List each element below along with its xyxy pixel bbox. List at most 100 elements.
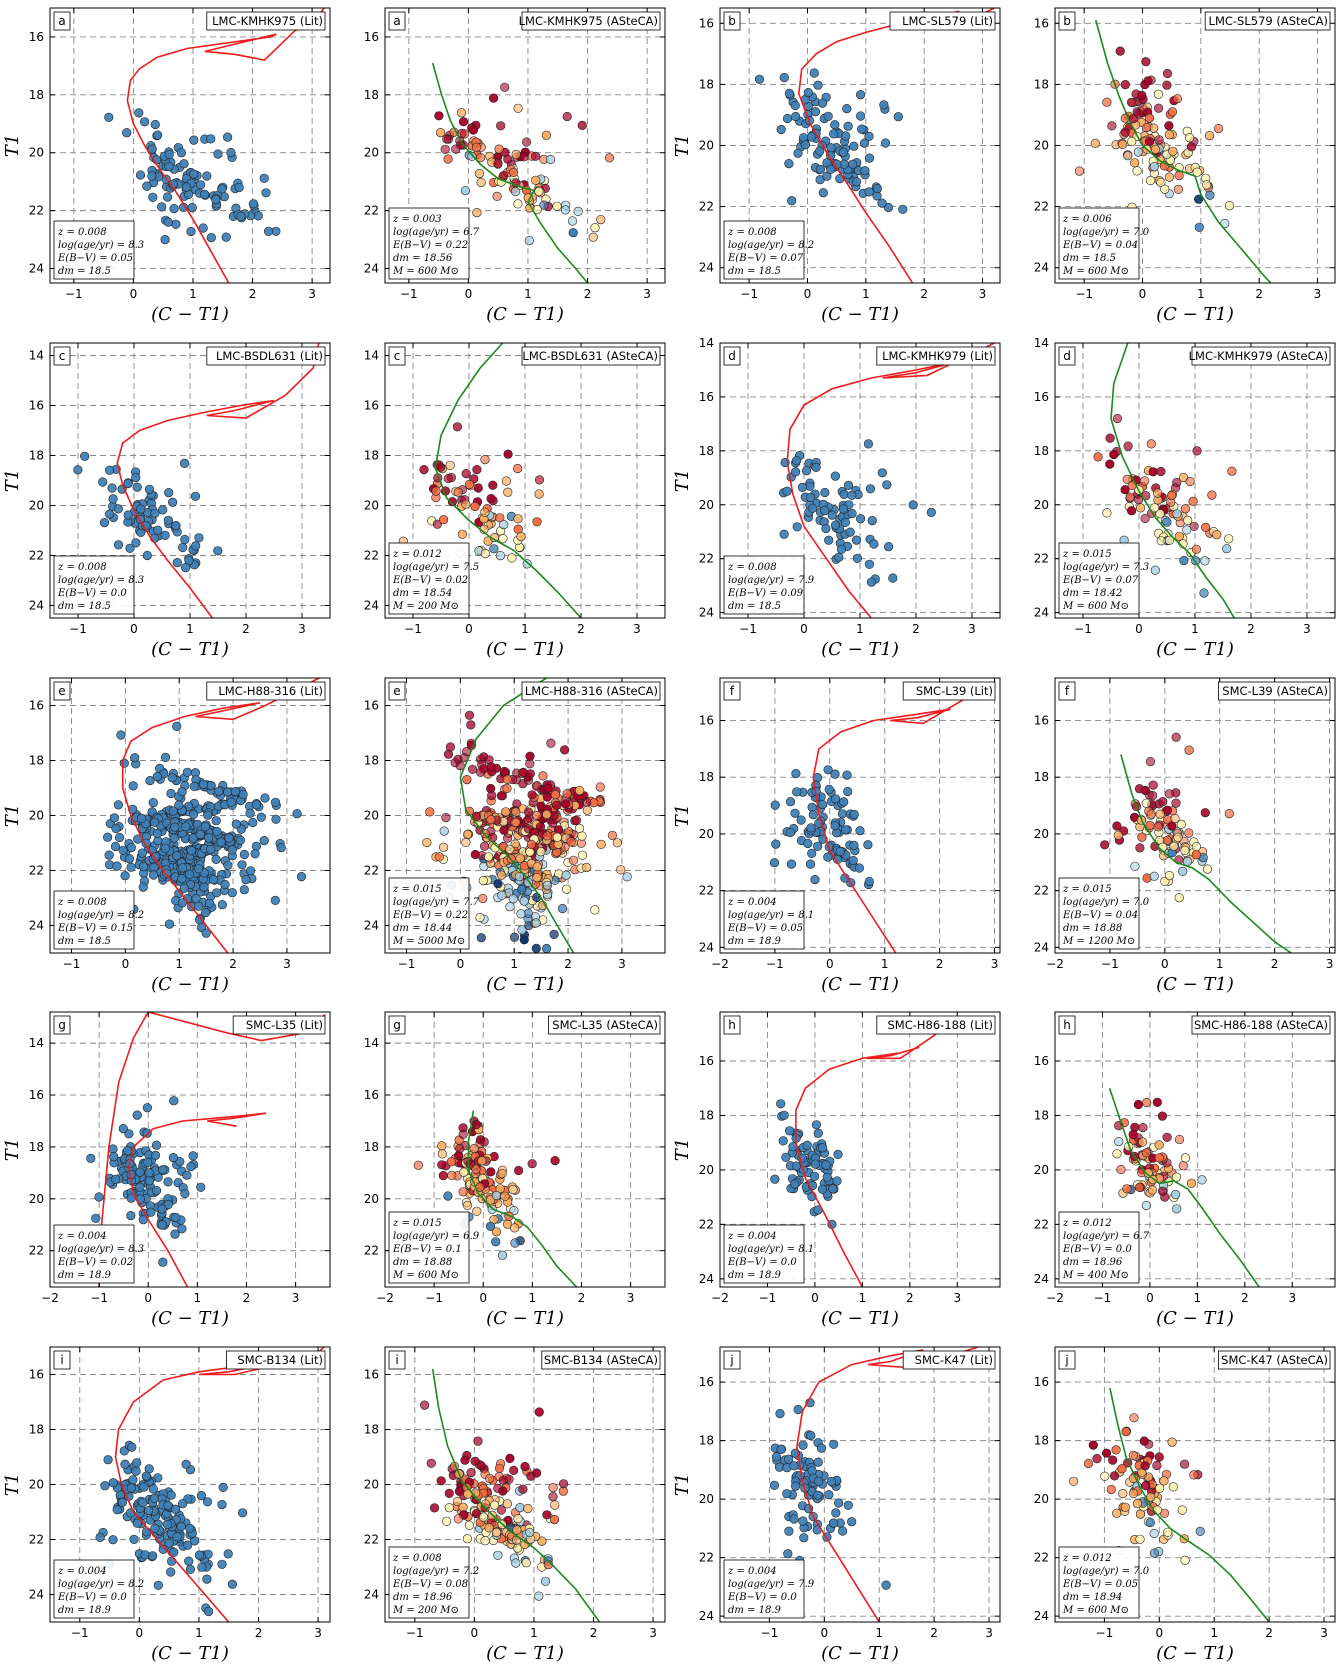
star-point (518, 1484, 528, 1494)
star-point (425, 807, 435, 817)
star-point (802, 1140, 812, 1150)
star-point (478, 875, 488, 886)
x-axis-label: (C − T1) (486, 304, 564, 325)
x-axis-label: (C − T1) (151, 639, 229, 660)
star-point (270, 895, 280, 906)
x-tick-label: 3 (618, 957, 626, 971)
star-point (250, 849, 260, 859)
star-point (534, 489, 544, 499)
y-tick-label: 22 (1034, 200, 1049, 214)
star-point (177, 1224, 187, 1234)
panel-title-box (521, 11, 661, 31)
star-point (841, 131, 851, 141)
star-point (227, 888, 237, 898)
star-point (616, 865, 626, 875)
y-tick-label: 20 (1034, 827, 1049, 841)
star-point (518, 767, 528, 778)
y-tick-label: 18 (1034, 1434, 1049, 1448)
y-tick-label: 22 (29, 204, 44, 218)
y-tick-label: 18 (364, 88, 379, 102)
y-tick-label: 20 (364, 499, 379, 513)
star-point (136, 813, 147, 824)
star-point (1191, 850, 1201, 860)
y-tick-label: 14 (699, 336, 714, 350)
star-point (1197, 1175, 1207, 1185)
star-point (196, 1182, 206, 1192)
star-point (582, 797, 592, 807)
star-point (787, 196, 797, 206)
star-point (813, 1457, 823, 1467)
star-point (784, 88, 795, 98)
star-point (552, 800, 562, 810)
star-point (872, 184, 882, 194)
star-point (859, 138, 870, 148)
star-point (150, 119, 160, 130)
panel-letter-box (1058, 346, 1076, 366)
star-point (104, 850, 114, 860)
x-axis-label: (C − T1) (821, 1643, 899, 1664)
star-point (462, 1200, 473, 1210)
x-tick-label: −1 (766, 957, 784, 971)
star-point (464, 479, 474, 490)
star-point (1141, 1148, 1151, 1158)
star-point (239, 885, 249, 895)
x-axis-label: (C − T1) (151, 974, 229, 995)
panel-letter: a (393, 14, 400, 28)
star-point (1123, 151, 1133, 161)
star-point (1174, 1134, 1185, 1145)
star-point (146, 1207, 156, 1217)
star-point (217, 1559, 227, 1569)
y-tick-label: 18 (699, 444, 714, 458)
fit-parameter-line: z = 0.003 (392, 214, 442, 225)
star-point (73, 465, 83, 475)
y-tick-label: 22 (29, 549, 44, 563)
star-point (169, 1547, 179, 1557)
x-tick-label: 3 (649, 1626, 657, 1640)
star-point (769, 1480, 780, 1490)
star-point (855, 90, 866, 100)
x-axis-label: (C − T1) (486, 1643, 564, 1664)
star-point (511, 1558, 521, 1568)
star-point (1200, 808, 1210, 818)
star-point (495, 550, 506, 561)
points (754, 68, 908, 214)
star-point (790, 808, 800, 818)
panel-title: SMC-L35 (ASteCA) (552, 1018, 658, 1032)
star-point (176, 148, 186, 158)
star-point (503, 449, 513, 459)
star-point (1148, 780, 1158, 790)
star-point (479, 1137, 489, 1147)
star-point (857, 124, 867, 134)
star-point (839, 797, 849, 807)
star-point (793, 1404, 803, 1415)
star-point (596, 839, 606, 850)
star-point (138, 862, 149, 872)
panel-title: LMC-BSDL631 (ASteCA) (522, 349, 658, 363)
x-tick-label: 3 (298, 622, 306, 636)
star-point (836, 544, 847, 554)
star-point (1170, 813, 1180, 824)
star-point (838, 621, 847, 630)
fit-parameters-box (1058, 877, 1140, 950)
isochrone-line (1108, 1087, 1260, 1287)
x-tick-label: 0 (820, 1626, 828, 1640)
star-point (183, 1540, 193, 1550)
x-tick-label: 2 (242, 622, 250, 636)
star-point (1149, 1528, 1159, 1539)
star-point (168, 497, 178, 507)
x-tick-label: 0 (136, 1626, 144, 1640)
star-point (1118, 139, 1128, 149)
star-point (847, 1517, 857, 1527)
star-point (489, 544, 499, 554)
isochrone-line (431, 1368, 601, 1622)
star-point (542, 943, 552, 953)
star-point (784, 1526, 794, 1536)
fit-parameter-line: log(age/yr) = 7.0 (1063, 1566, 1150, 1577)
star-point (571, 815, 582, 825)
panel-f-lit: −2 −1 0 1 2 3 16 18 20 22 24 (C − T1) T1 f SMC-L39 (Li… (672, 677, 1001, 995)
star-point (818, 188, 828, 198)
fit-parameter-line: E(B−V) = 0.04 (1062, 910, 1138, 921)
star-point (1144, 137, 1155, 147)
star-point (186, 845, 196, 856)
x-tick-label: 1 (175, 957, 183, 971)
